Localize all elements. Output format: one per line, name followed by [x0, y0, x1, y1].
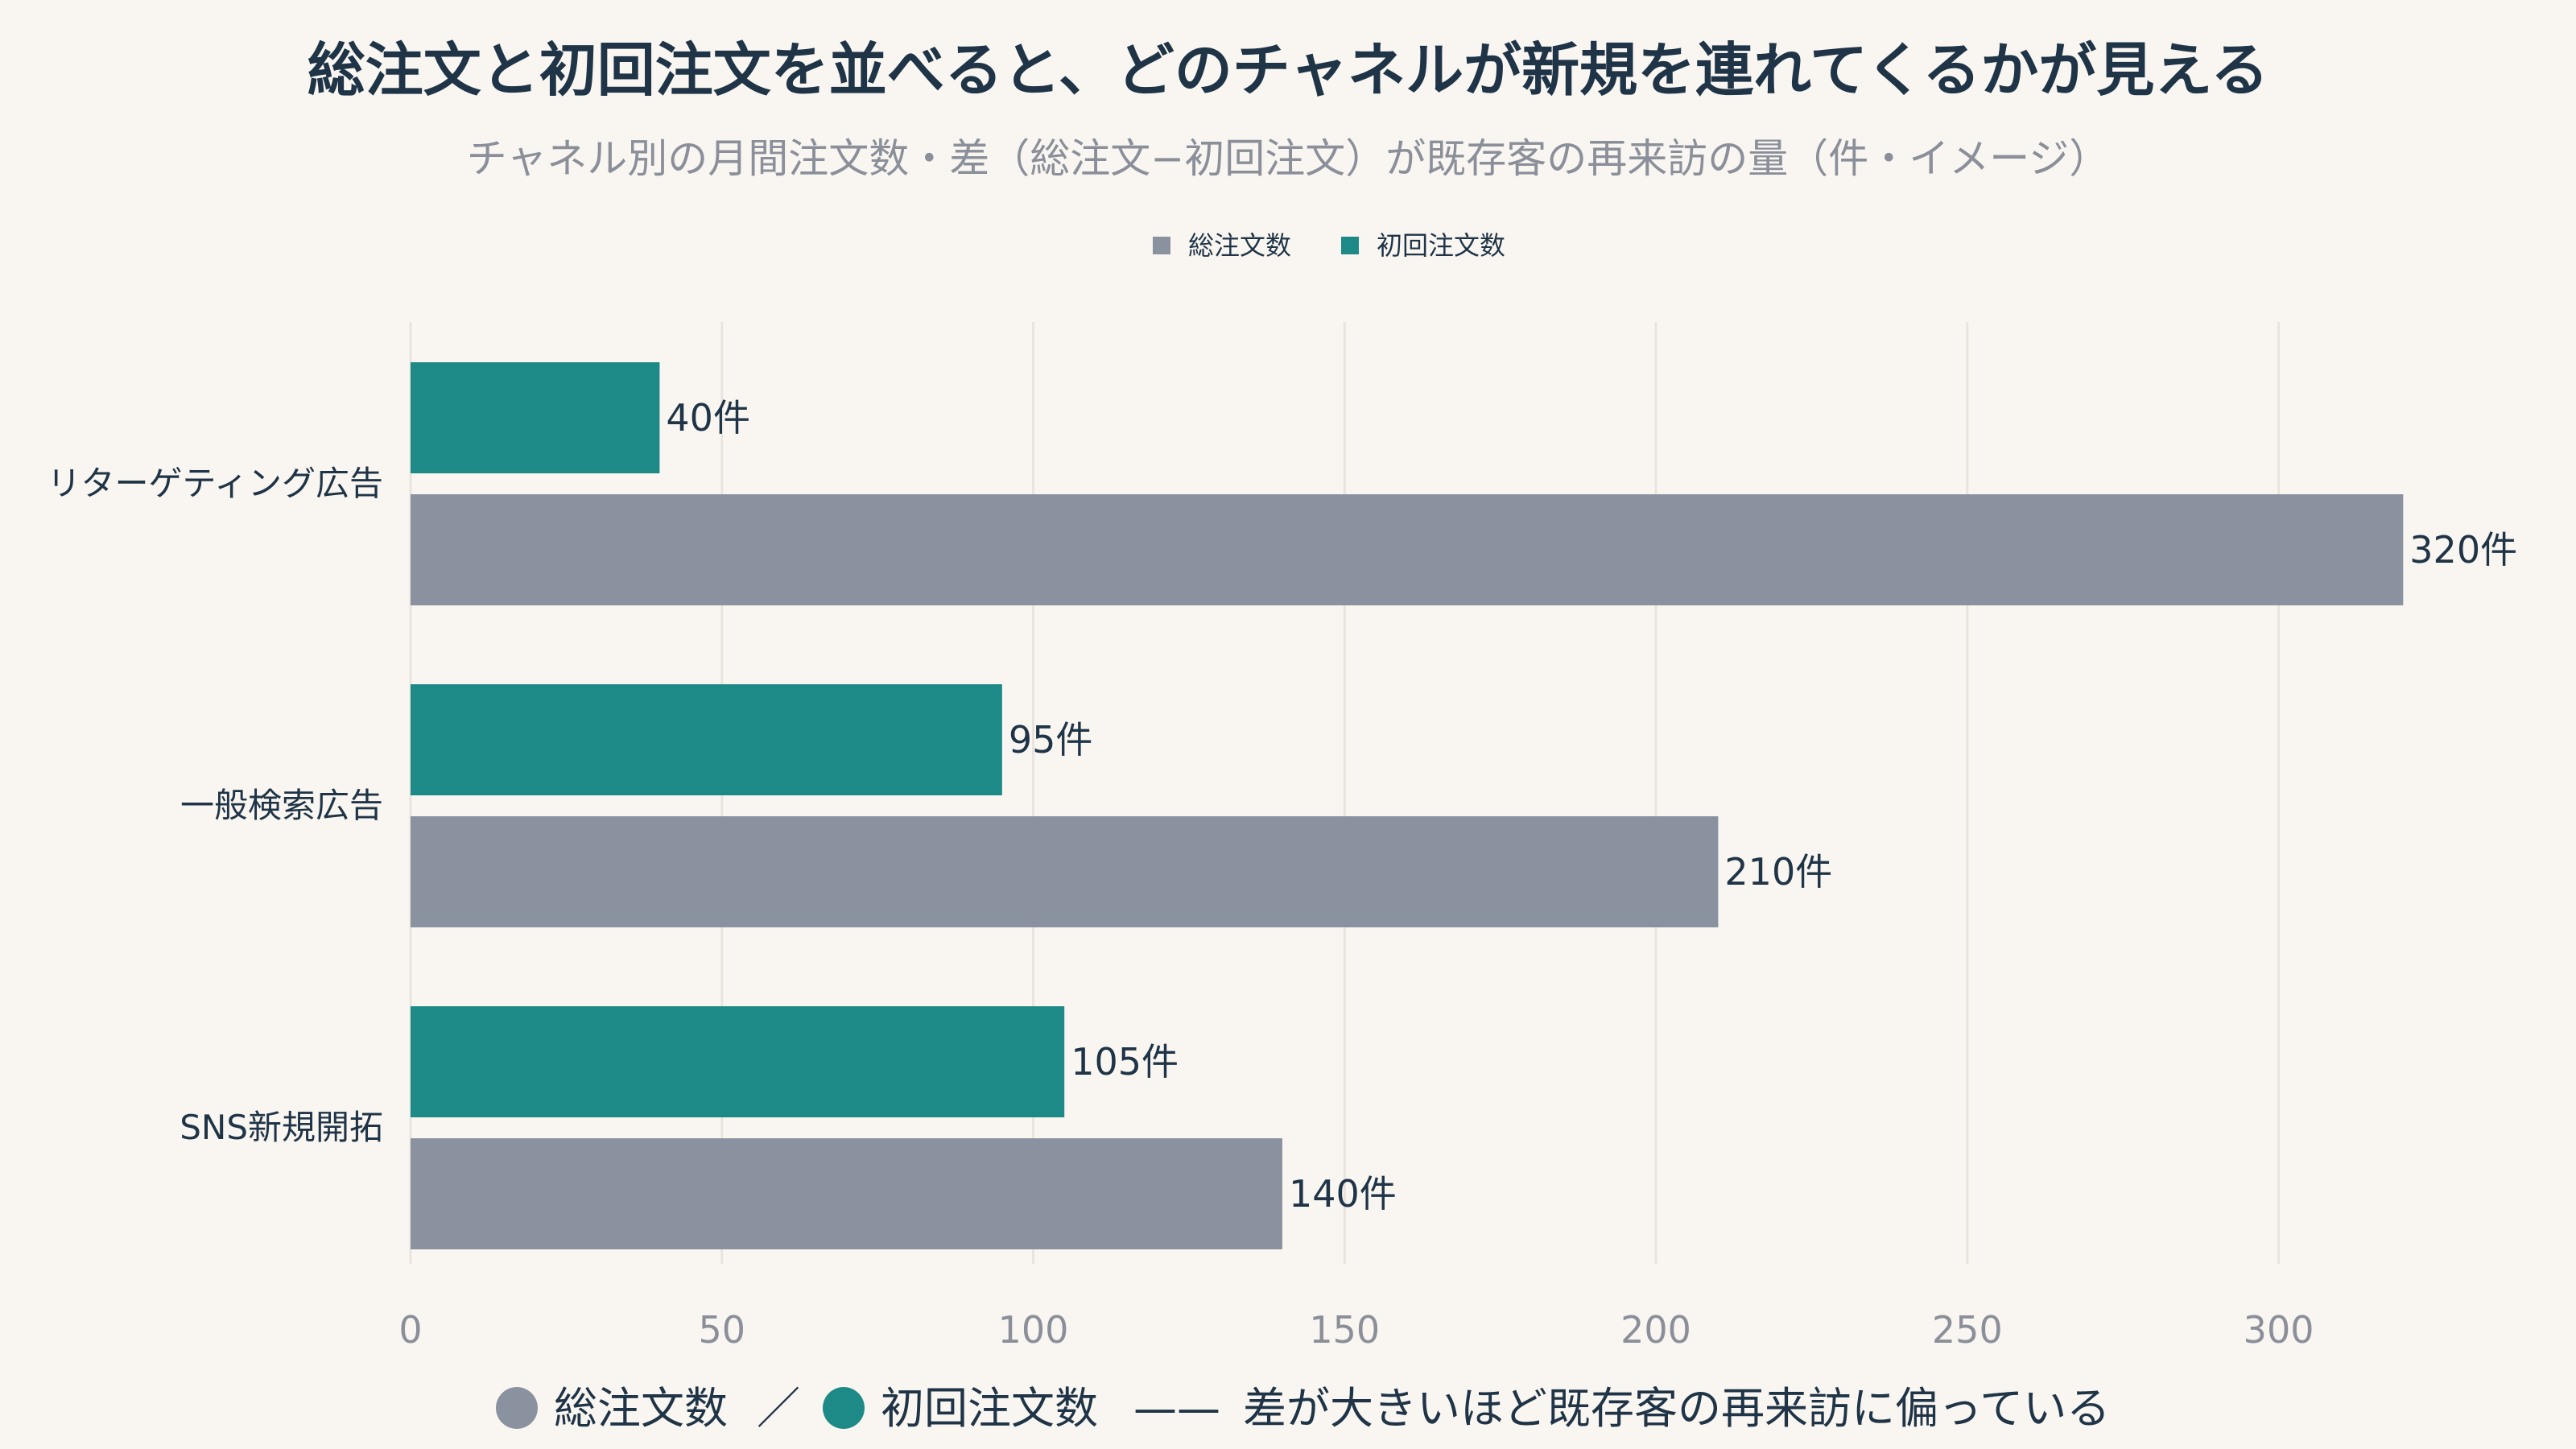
bar-total-orders — [411, 494, 2404, 605]
x-tick-label: 150 — [1309, 1308, 1380, 1352]
bars — [411, 362, 2404, 1249]
bar-first-orders — [411, 362, 660, 473]
note-dash: —— — [1133, 1383, 1220, 1434]
first-orders-dot — [823, 1387, 865, 1429]
x-tick-label: 100 — [998, 1308, 1069, 1352]
x-tick-label: 200 — [1620, 1308, 1691, 1352]
note-first-label: 初回注文数 — [881, 1383, 1098, 1434]
chart-title: 総注文と初回注文を並べると、どのチャネルが新規を連れてくるかが見える — [308, 36, 2268, 104]
bar-total-orders — [411, 816, 1719, 927]
legend-label-first: 初回注文数 — [1377, 230, 1505, 261]
bar-first-orders — [411, 684, 1002, 795]
data-label-first-orders: 105件 — [1071, 1040, 1179, 1084]
chart-subtitle: チャネル別の月間注文数・差（総注文−初回注文）が既存客の再来訪の量（件・イメージ… — [467, 135, 2109, 182]
category-label: SNS新規開拓 — [180, 1108, 383, 1147]
legend-swatch-total — [1153, 237, 1170, 254]
x-axis-tick-labels: 0 50 100 150 200 250 300 — [398, 1308, 2314, 1352]
data-label-total-orders: 320件 — [2409, 528, 2517, 572]
x-tick-label: 300 — [2244, 1308, 2314, 1352]
legend-label-total: 総注文数 — [1188, 230, 1291, 261]
total-orders-dot — [496, 1387, 538, 1429]
data-label-total-orders: 140件 — [1289, 1172, 1397, 1216]
data-label-total-orders: 210件 — [1724, 850, 1832, 894]
legend: 総注文数 初回注文数 — [1153, 230, 1505, 261]
x-tick-label: 50 — [698, 1308, 745, 1352]
data-labels: 40件 320件 95件 210件 105件 140件 — [666, 396, 2517, 1216]
data-label-first-orders: 95件 — [1009, 718, 1093, 762]
legend-swatch-first — [1341, 237, 1359, 254]
bar-total-orders — [411, 1138, 1282, 1249]
bar-first-orders — [411, 1006, 1065, 1117]
category-label: 一般検索広告 — [180, 786, 383, 825]
note-text: 差が大きいほど既存客の再来訪に偏っている — [1243, 1383, 2110, 1434]
category-label: リターゲティング広告 — [47, 464, 383, 503]
data-label-first-orders: 40件 — [666, 396, 750, 440]
note-total-label: 総注文数 — [554, 1383, 728, 1434]
grid — [409, 322, 2281, 1264]
x-tick-label: 0 — [398, 1308, 422, 1352]
bottom-note: 総注文数 ／ 初回注文数 —— 差が大きいほど既存客の再来訪に偏っている — [496, 1383, 2110, 1434]
note-separator: ／ — [757, 1383, 800, 1434]
x-tick-label: 250 — [1932, 1308, 2003, 1352]
